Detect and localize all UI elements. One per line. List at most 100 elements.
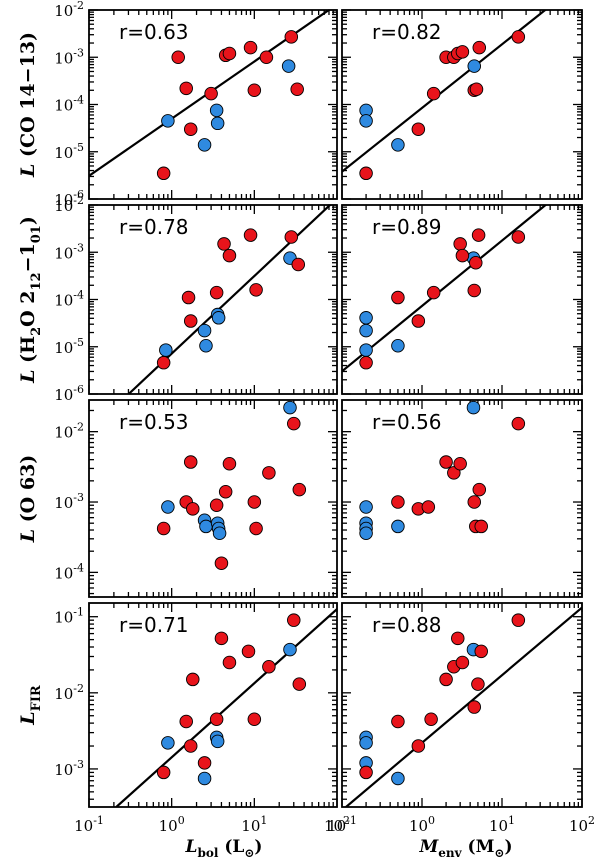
correlation-label: r=0.88 [372, 613, 442, 637]
red-point [291, 257, 306, 272]
blue-point [161, 736, 175, 750]
red-point [292, 677, 307, 691]
red-point [179, 81, 193, 96]
y-tick-label: 10-3 [54, 758, 84, 779]
red-point [241, 644, 256, 659]
red-point [472, 40, 487, 55]
x-axis-title-left: Lbol (L⊙) [185, 837, 263, 860]
blue-point [197, 771, 212, 786]
red-point [511, 613, 526, 627]
blue-point [467, 59, 482, 73]
blue-point [281, 59, 296, 73]
red-point [467, 700, 482, 714]
red-point [204, 86, 218, 101]
red-point [426, 285, 441, 300]
blue-point [359, 500, 373, 514]
x-axis-title-right: Menv (M⊙) [418, 837, 512, 860]
red-point [472, 482, 487, 497]
red-point [391, 290, 405, 305]
red-point [455, 45, 470, 59]
red-point [183, 455, 198, 469]
red-point [287, 416, 301, 431]
y-tick-label: 10-3 [54, 491, 84, 512]
correlation-label: r=0.53 [119, 410, 189, 434]
blue-point [199, 519, 213, 534]
red-point [290, 82, 304, 97]
fit-line [115, 608, 337, 807]
red-point [467, 283, 482, 298]
panel--o-63--menv: r=0.56 [341, 399, 583, 598]
red-point [181, 290, 196, 305]
blue-point [210, 116, 225, 131]
x-tick-label: 10-1 [327, 814, 357, 835]
blue-point [391, 138, 405, 152]
red-point [359, 166, 373, 181]
y-tick-label: 10-6 [54, 188, 84, 209]
red-point [249, 283, 263, 297]
red-point [197, 756, 212, 770]
blue-point [199, 338, 213, 353]
red-point [243, 228, 258, 242]
red-point [471, 677, 485, 691]
red-point [156, 521, 171, 536]
y-axis-title: L (CO 14−13) [17, 32, 39, 178]
y-tick-label: 10-4 [54, 561, 84, 582]
red-point [455, 248, 470, 263]
panel-frame [88, 399, 338, 598]
red-point [359, 765, 373, 780]
y-tick-label: 10-5 [54, 336, 84, 357]
red-point [186, 502, 200, 516]
y-axis-title: LFIR [17, 685, 44, 726]
correlation-label: r=0.71 [119, 613, 189, 637]
blue-point [391, 519, 405, 534]
panel-frame [341, 204, 583, 395]
y-tick-label: 10-2 [54, 0, 84, 20]
correlation-label: r=0.82 [372, 20, 442, 44]
panel--menv: r=0.88 [341, 602, 583, 808]
red-point [292, 482, 307, 497]
red-point [214, 556, 229, 570]
blue-point [210, 734, 225, 749]
red-point [249, 521, 263, 536]
y-tick-label: 10-2 [54, 194, 84, 215]
red-point [243, 40, 258, 55]
red-point [186, 672, 200, 687]
red-point [451, 631, 465, 646]
red-point [453, 237, 467, 251]
red-point [391, 714, 405, 729]
y-tick-label: 10-2 [54, 421, 84, 442]
y-tick-label: 10-2 [54, 682, 84, 703]
y-tick-label: 10-3 [54, 46, 84, 67]
blue-point [283, 400, 297, 415]
y-tick-label: 10-4 [54, 94, 84, 115]
correlation-label: r=0.56 [372, 410, 442, 434]
red-point [209, 498, 224, 512]
red-point [262, 466, 276, 480]
blue-point [391, 771, 405, 786]
correlation-label: r=0.78 [119, 215, 189, 239]
red-point [359, 355, 373, 370]
red-point [171, 50, 185, 65]
red-point [287, 613, 301, 627]
blue-point [359, 323, 373, 338]
blue-point [391, 338, 405, 353]
panel-frame [88, 602, 338, 808]
red-point [247, 495, 262, 509]
blue-point [466, 400, 481, 415]
red-point [467, 495, 482, 509]
blue-point [197, 323, 212, 338]
blue-point [159, 343, 173, 357]
blue-point [359, 736, 373, 750]
red-point [474, 644, 488, 659]
red-point [391, 495, 405, 509]
y-tick-label: 10-4 [54, 289, 84, 310]
red-point [183, 314, 198, 328]
red-point [284, 230, 299, 244]
red-point [511, 230, 526, 244]
red-point [259, 50, 274, 65]
red-point [218, 484, 233, 499]
panel--lbol: r=0.71 [88, 602, 338, 808]
red-point [156, 166, 171, 181]
red-point [511, 416, 526, 431]
red-point [511, 30, 526, 44]
